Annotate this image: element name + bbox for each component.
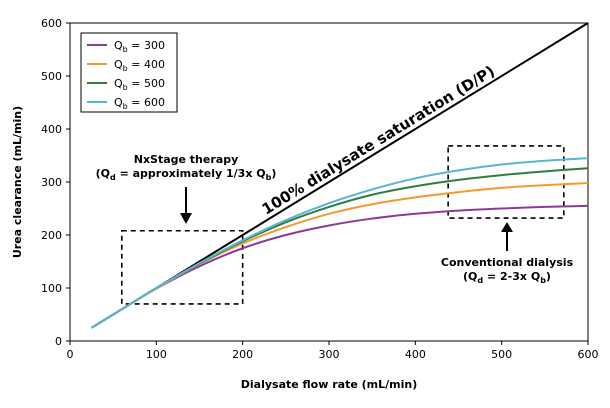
formula-subscript: d	[110, 173, 116, 182]
saturation-label: 100% dialysate saturation (D/P)	[259, 62, 498, 218]
nxstage-title: NxStage therapy	[134, 153, 239, 166]
formula-subscript: b	[266, 173, 272, 182]
legend-label-value: = 500	[128, 77, 165, 90]
y-tick-label: 0	[55, 335, 62, 348]
y-axis-label: Urea clearance (mL/min)	[11, 106, 24, 258]
legend-label-3: Qb = 600	[114, 96, 165, 111]
legend-label-subscript: b	[123, 45, 128, 54]
x-tick-label: 500	[491, 348, 512, 361]
x-tick-label: 400	[405, 348, 426, 361]
legend-box	[80, 32, 178, 113]
legend-label-1: Qb = 400	[114, 58, 165, 73]
y-tick-label: 200	[41, 229, 62, 242]
x-tick-label: 300	[319, 348, 340, 361]
y-tick-label: 600	[41, 17, 62, 30]
formula-part: (Q	[96, 167, 110, 180]
legend-label-main: Q	[114, 39, 123, 52]
conventional-box	[447, 145, 565, 219]
formula-subscript: b	[540, 276, 546, 285]
legend-label-main: Q	[114, 77, 123, 90]
formula-part: )	[546, 270, 551, 283]
legend-label-2: Qb = 500	[114, 77, 165, 92]
formula-part: = approximately 1/3x Q	[116, 167, 266, 180]
legend-label-0: Qb = 300	[114, 39, 165, 54]
x-axis-label: Dialysate flow rate (mL/min)	[241, 378, 418, 391]
saturation-label-group: 100% dialysate saturation (D/P)	[259, 62, 498, 218]
legend-label-value: = 600	[128, 96, 165, 109]
legend-label-subscript: b	[123, 102, 128, 111]
plot-axes: 0 100 200 300 400 500 600 0 100 200 300 400 500 600	[41, 17, 599, 361]
formula-part: )	[271, 167, 276, 180]
series-lines	[91, 22, 589, 329]
x-tick-label: 200	[232, 348, 253, 361]
conventional-arrow-head	[501, 222, 513, 232]
y-tick-label: 300	[41, 176, 62, 189]
nxstage-box	[121, 229, 244, 305]
legend-label-value: = 400	[128, 58, 165, 71]
formula-subscript: d	[477, 276, 483, 285]
annotation-boxes	[121, 145, 565, 305]
legend-label-subscript: b	[123, 64, 128, 73]
x-tick-label: 0	[67, 348, 74, 361]
conventional-title: Conventional dialysis	[441, 256, 574, 269]
formula-part: = 2-3x Q	[483, 270, 540, 283]
conventional-formula: (Qd = 2-3x Qb)	[463, 270, 551, 285]
y-tick-label: 500	[41, 70, 62, 83]
legend-label-value: = 300	[128, 39, 165, 52]
y-tick-label: 100	[41, 282, 62, 295]
series-line-3	[91, 157, 589, 329]
annotations: NxStage therapy(Qd = approximately 1/3x …	[96, 153, 574, 285]
legend-label-main: Q	[114, 58, 123, 71]
x-tick-label: 600	[578, 348, 599, 361]
formula-part: (Q	[463, 270, 477, 283]
nxstage-arrow-head	[180, 213, 192, 224]
x-tick-label: 100	[146, 348, 167, 361]
nxstage-formula: (Qd = approximately 1/3x Qb)	[96, 167, 277, 182]
legend-label-main: Q	[114, 96, 123, 109]
y-tick-label: 400	[41, 123, 62, 136]
legend-label-subscript: b	[123, 83, 128, 92]
